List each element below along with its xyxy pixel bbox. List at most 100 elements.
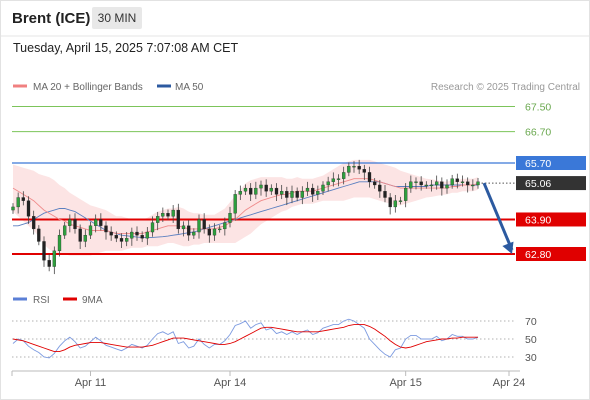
rsi-tick-label: 50 (525, 334, 537, 346)
candle-body (331, 178, 335, 182)
candle-body (311, 187, 315, 195)
candle-body (202, 219, 206, 230)
bollinger-bands (13, 159, 478, 256)
candle-body (347, 165, 351, 173)
candle-body (228, 213, 232, 223)
candle-body (378, 184, 382, 192)
candle-body (249, 187, 253, 195)
candle-body (336, 178, 341, 180)
candle-body (254, 187, 258, 195)
candle-body (63, 225, 67, 236)
support-level-tag (516, 212, 586, 227)
candle-body (16, 197, 20, 208)
candle-body (176, 209, 180, 230)
level-value-label: 66.70 (525, 127, 551, 139)
resistance-level-tag (516, 156, 586, 170)
header: Brent (ICE) 30 MIN (0, 0, 590, 36)
bollinger-band-area (13, 159, 478, 256)
candle-body (57, 235, 62, 252)
ma20-legend-label: MA 20 + Bollinger Bands (33, 82, 143, 93)
candle-body (21, 197, 25, 201)
candle-body (290, 191, 294, 198)
candle-body (166, 213, 170, 217)
rsi-panel: 70 50 30 (12, 316, 537, 364)
candle-body (150, 222, 155, 233)
candle-body (78, 228, 82, 242)
candle-body (388, 197, 392, 208)
candle-body (83, 235, 87, 242)
candle-body (156, 216, 160, 223)
rsi-tick-label: 30 (525, 352, 537, 364)
candle-body (187, 225, 191, 236)
candle-body (32, 216, 36, 230)
candle-body (238, 191, 242, 195)
candle-body (435, 181, 439, 186)
candle-body (140, 235, 144, 239)
candle-body (398, 200, 403, 202)
candle-body (259, 184, 263, 189)
rsi-legend: RSI 9MA (13, 295, 103, 306)
candle-body (130, 231, 134, 239)
candle-body (68, 219, 72, 226)
candle-body (440, 181, 444, 189)
forecast-arrow (482, 182, 514, 254)
x-axis: Apr 11 Apr 14 Apr 15 Apr 24 (11, 371, 525, 389)
candle-body (161, 213, 165, 217)
candle-body (404, 187, 408, 201)
x-tick-label: Apr 11 (75, 377, 107, 389)
candle-body (321, 184, 325, 192)
x-tick-label: Apr 15 (389, 377, 421, 389)
rsi-legend-label: RSI (33, 295, 50, 306)
candle-body (181, 225, 186, 230)
candle-body (352, 165, 356, 168)
ma50-legend-swatch (157, 84, 171, 88)
candle-body (450, 178, 454, 186)
candle-body (373, 181, 377, 186)
ma9-legend-label: 9MA (82, 295, 103, 306)
candle-body (460, 181, 465, 183)
candle-body (37, 228, 41, 242)
candle-body (218, 228, 222, 231)
candle-body (429, 184, 434, 187)
candle-body (145, 231, 149, 239)
candle-body (466, 181, 470, 186)
candle-body (424, 184, 428, 187)
candle-body (171, 209, 175, 217)
candle-body (285, 191, 289, 198)
ma50-legend-label: MA 50 (175, 82, 204, 93)
candle-body (357, 165, 361, 170)
candle-body (342, 172, 346, 179)
instrument-title: Brent (ICE) (12, 10, 91, 27)
candle-body (269, 187, 273, 192)
timeframe-badge[interactable]: 30 MIN (92, 7, 142, 29)
candle-body (42, 241, 46, 261)
candle-body (414, 181, 418, 183)
candle-body (243, 187, 248, 192)
candle-body (192, 231, 196, 236)
candle-body (316, 191, 320, 195)
candle-body (295, 191, 299, 198)
candle-body (419, 181, 423, 186)
candle-body (197, 219, 201, 233)
candle-body (119, 238, 124, 242)
candle-body (476, 181, 480, 186)
candle-body (362, 169, 366, 173)
candle-body (305, 187, 310, 192)
candle-body (212, 228, 217, 236)
candles (11, 159, 480, 275)
candle-body (280, 191, 284, 195)
ma20-legend-swatch (13, 84, 27, 88)
level-value-label: 65.70 (525, 158, 551, 170)
forecast-arrow-head (502, 241, 514, 254)
candle-body (207, 228, 211, 236)
rsi-legend-swatch (13, 297, 27, 301)
x-tick-label: Apr 14 (214, 377, 246, 389)
candle-body (73, 219, 77, 230)
candle-body (326, 181, 330, 186)
level-value-label: 65.06 (525, 178, 551, 190)
candle-body (104, 225, 108, 233)
support-level-tag (516, 247, 586, 261)
candle-body (274, 187, 279, 195)
candle-body (300, 191, 304, 198)
